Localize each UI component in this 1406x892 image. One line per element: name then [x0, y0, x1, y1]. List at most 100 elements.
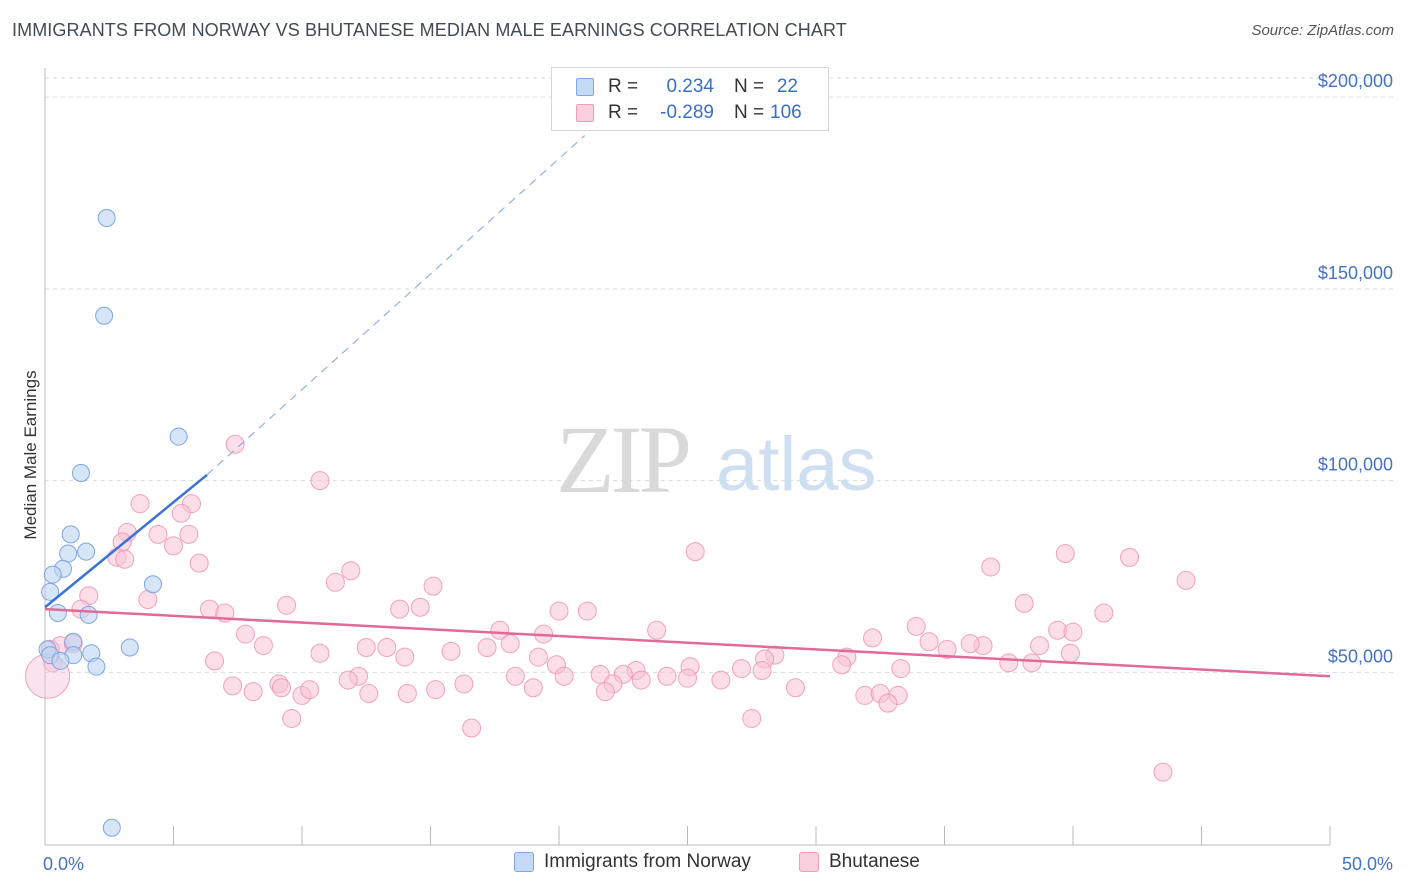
point-bhutanese[interactable]: [549, 601, 569, 621]
point-bhutanese[interactable]: [277, 595, 297, 615]
point-bhutanese[interactable]: [138, 590, 158, 610]
point-norway[interactable]: [41, 582, 60, 601]
point-bhutanese[interactable]: [577, 601, 597, 621]
point-bhutanese[interactable]: [1055, 544, 1075, 564]
series-bhutanese-points: [25, 434, 1196, 782]
point-bhutanese[interactable]: [891, 659, 911, 679]
point-bhutanese[interactable]: [235, 624, 255, 644]
point-bhutanese[interactable]: [731, 659, 751, 679]
series-legend: Immigrants from Norway Bhutanese: [0, 851, 1406, 877]
point-norway[interactable]: [77, 542, 96, 561]
point-bhutanese[interactable]: [505, 666, 525, 686]
point-bhutanese[interactable]: [981, 557, 1001, 577]
point-bhutanese[interactable]: [863, 628, 883, 648]
point-bhutanese[interactable]: [500, 634, 520, 654]
point-bhutanese[interactable]: [390, 599, 410, 619]
point-bhutanese[interactable]: [554, 666, 574, 686]
point-bhutanese[interactable]: [919, 632, 939, 652]
point-bhutanese[interactable]: [528, 647, 548, 667]
point-bhutanese[interactable]: [1153, 762, 1173, 782]
point-norway[interactable]: [143, 575, 162, 594]
point-bhutanese[interactable]: [878, 693, 898, 713]
point-bhutanese[interactable]: [271, 678, 291, 698]
point-bhutanese[interactable]: [647, 620, 667, 640]
point-bhutanese[interactable]: [189, 553, 209, 573]
point-norway[interactable]: [97, 208, 116, 227]
point-norway[interactable]: [71, 464, 90, 483]
point-bhutanese[interactable]: [454, 674, 474, 694]
point-bhutanese[interactable]: [477, 637, 497, 657]
y-tick-label: $200,000: [1318, 71, 1393, 91]
point-norway[interactable]: [102, 818, 121, 837]
point-bhutanese[interactable]: [595, 682, 615, 702]
point-norway[interactable]: [59, 544, 78, 563]
point-norway[interactable]: [79, 605, 98, 624]
point-bhutanese[interactable]: [678, 668, 697, 688]
point-bhutanese[interactable]: [999, 653, 1019, 673]
point-bhutanese[interactable]: [590, 664, 610, 684]
point-bhutanese[interactable]: [752, 661, 772, 681]
point-bhutanese[interactable]: [1060, 643, 1080, 663]
point-bhutanese[interactable]: [148, 524, 168, 544]
point-bhutanese[interactable]: [310, 471, 330, 491]
point-bhutanese[interactable]: [205, 651, 225, 671]
point-bhutanese[interactable]: [441, 641, 461, 661]
point-bhutanese[interactable]: [490, 620, 510, 640]
point-norway[interactable]: [43, 565, 62, 584]
legend-item-norway[interactable]: Immigrants from Norway: [514, 851, 751, 873]
point-bhutanese[interactable]: [832, 655, 852, 675]
point-bhutanese[interactable]: [341, 561, 361, 581]
point-bhutanese[interactable]: [1120, 547, 1140, 567]
point-bhutanese[interactable]: [300, 680, 320, 700]
point-bhutanese[interactable]: [338, 670, 358, 690]
point-bhutanese[interactable]: [685, 542, 705, 562]
point-bhutanese[interactable]: [742, 708, 762, 728]
point-bhutanese[interactable]: [937, 639, 957, 659]
point-bhutanese[interactable]: [631, 670, 651, 690]
legend-n-value: 22: [776, 76, 798, 97]
point-norway[interactable]: [61, 525, 80, 544]
point-bhutanese[interactable]: [1176, 570, 1196, 590]
point-bhutanese[interactable]: [410, 597, 430, 617]
series-norway-points: [38, 208, 188, 837]
point-bhutanese[interactable]: [523, 678, 543, 698]
point-bhutanese[interactable]: [164, 536, 183, 556]
point-bhutanese[interactable]: [423, 576, 443, 596]
point-norway[interactable]: [95, 306, 114, 325]
point-bhutanese[interactable]: [130, 494, 150, 514]
point-norway[interactable]: [169, 427, 188, 446]
point-bhutanese[interactable]: [115, 549, 135, 569]
point-bhutanese[interactable]: [906, 616, 926, 636]
point-bhutanese[interactable]: [1014, 593, 1034, 613]
point-norway[interactable]: [48, 603, 67, 622]
point-bhutanese[interactable]: [397, 684, 417, 704]
point-bhutanese[interactable]: [395, 647, 415, 667]
point-bhutanese[interactable]: [960, 634, 980, 654]
point-bhutanese[interactable]: [377, 637, 397, 657]
point-bhutanese[interactable]: [253, 636, 273, 656]
legend-item-bhutanese[interactable]: Bhutanese: [799, 851, 920, 873]
point-bhutanese[interactable]: [1022, 653, 1042, 673]
point-bhutanese[interactable]: [785, 678, 805, 698]
point-bhutanese[interactable]: [1030, 636, 1050, 656]
point-bhutanese[interactable]: [282, 708, 302, 728]
point-bhutanese[interactable]: [225, 434, 245, 454]
point-norway[interactable]: [51, 651, 70, 670]
point-bhutanese[interactable]: [1094, 603, 1114, 623]
trend-line-norway-extension: [206, 135, 586, 476]
point-bhutanese[interactable]: [1063, 622, 1083, 642]
point-bhutanese[interactable]: [711, 670, 731, 690]
point-bhutanese[interactable]: [462, 718, 482, 738]
point-bhutanese[interactable]: [426, 680, 446, 700]
point-bhutanese[interactable]: [179, 524, 199, 544]
point-bhutanese[interactable]: [223, 676, 243, 696]
point-bhutanese[interactable]: [310, 643, 330, 663]
point-bhutanese[interactable]: [359, 684, 379, 704]
point-norway[interactable]: [87, 657, 106, 676]
point-bhutanese[interactable]: [325, 572, 345, 592]
point-bhutanese[interactable]: [171, 503, 191, 523]
point-bhutanese[interactable]: [657, 666, 677, 686]
point-bhutanese[interactable]: [243, 682, 263, 702]
point-norway[interactable]: [120, 638, 139, 657]
point-bhutanese[interactable]: [356, 637, 376, 657]
